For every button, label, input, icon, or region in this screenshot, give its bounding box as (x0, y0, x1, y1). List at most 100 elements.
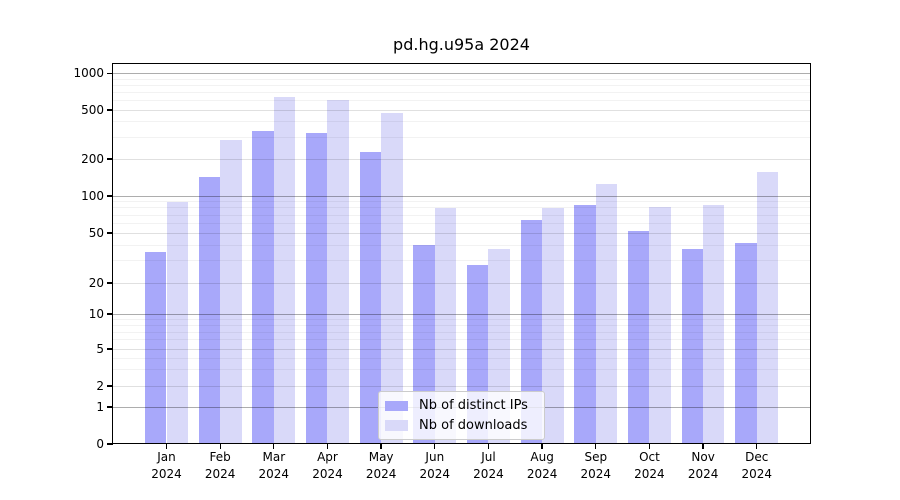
bar-sep-distinct-ips (574, 204, 596, 444)
gridline-minor-labeled (113, 348, 810, 350)
x-tick-label: Dec 2024 (741, 450, 773, 481)
x-tick-mark (702, 444, 704, 449)
bar-oct-downloads (649, 207, 671, 444)
gridline-minor (113, 91, 810, 93)
gridline-minor (113, 369, 810, 371)
gridline-minor (113, 214, 810, 216)
x-tick-mark (273, 444, 275, 449)
x-tick-label: Apr 2024 (312, 450, 343, 481)
gridline-major (113, 195, 810, 197)
bar-aug-distinct-ips (520, 219, 543, 444)
y-tick-label: 2 (96, 378, 104, 393)
y-tick-label: 200 (81, 151, 104, 166)
gridline-minor-labeled (113, 282, 810, 284)
gridline-minor-labeled (113, 232, 810, 234)
x-tick-mark (756, 444, 758, 449)
x-tick-label: Nov 2024 (687, 450, 719, 481)
gridline-minor (113, 207, 810, 209)
y-tick-label: 0 (96, 436, 104, 451)
gridline-minor-labeled (113, 109, 810, 111)
bar-may-distinct-ips (359, 151, 382, 444)
bar-oct-distinct-ips (628, 230, 650, 444)
y-tick-label: 1 (96, 399, 104, 414)
bar-nov-distinct-ips (681, 249, 704, 444)
y-tick-label: 10 (88, 306, 104, 321)
legend-item-downloads: Nb of downloads (385, 416, 537, 436)
legend-label-distinct-ips: Nb of distinct IPs (419, 398, 528, 414)
x-tick-mark (595, 444, 597, 449)
gridline-minor (113, 318, 810, 320)
gridline-minor (113, 136, 810, 138)
x-tick-label: Feb 2024 (204, 450, 236, 481)
y-tick-mark (106, 406, 113, 408)
bar-feb-downloads (220, 140, 242, 444)
gridline-major (113, 73, 810, 74)
gridline-minor (113, 324, 810, 326)
gridline-minor (113, 244, 810, 246)
bar-sep-downloads (595, 184, 618, 444)
legend-swatch-downloads (385, 420, 408, 431)
y-tick-mark (106, 443, 113, 445)
legend: Nb of distinct IPs Nb of downloads (378, 391, 545, 440)
y-tick-mark (106, 385, 113, 387)
x-tick-mark (434, 444, 436, 449)
y-tick-label: 500 (81, 102, 104, 117)
y-tick-label: 100 (81, 188, 104, 203)
x-tick-label: Aug 2024 (526, 450, 558, 481)
y-tick-mark (106, 72, 113, 75)
bar-nov-downloads (703, 204, 725, 444)
gridline-major (113, 313, 810, 315)
gridline-minor (113, 222, 810, 224)
bar-apr-downloads (327, 100, 349, 444)
bar-aug-downloads (542, 207, 564, 444)
gridline-minor (113, 331, 810, 333)
gridline-minor (113, 357, 810, 359)
bar-jan-downloads (166, 201, 188, 444)
bar-mar-distinct-ips (252, 130, 274, 444)
y-tick-mark (106, 109, 113, 111)
x-tick-label: Jun 2024 (419, 450, 451, 481)
y-tick-mark (106, 282, 113, 284)
x-tick-label: Jul 2024 (473, 450, 504, 481)
gridline-minor (113, 201, 810, 203)
x-tick-label: Jan 2024 (151, 450, 182, 481)
x-tick-mark (219, 444, 221, 449)
gridline-minor (113, 339, 810, 341)
y-tick-label: 20 (88, 275, 104, 290)
gridline-minor (113, 99, 810, 101)
bar-feb-distinct-ips (198, 177, 221, 444)
x-tick-mark (165, 444, 168, 449)
chart-title: pd.hg.u95a 2024 (393, 35, 530, 54)
y-tick-label: 1000 (73, 66, 104, 80)
x-tick-label: Mar 2024 (258, 450, 290, 481)
bar-mar-downloads (273, 96, 296, 444)
x-tick-mark (487, 444, 490, 449)
gridline-minor-labeled (113, 158, 810, 160)
x-tick-mark (326, 444, 329, 449)
gridline-minor (113, 260, 810, 262)
gridline-minor-labeled (113, 385, 810, 387)
bar-dec-distinct-ips (735, 242, 757, 444)
legend-swatch-distinct-ips (385, 400, 408, 411)
bar-apr-distinct-ips (306, 133, 328, 444)
y-tick-mark (106, 195, 113, 197)
x-tick-label: May 2024 (365, 450, 397, 481)
x-tick-mark (541, 444, 543, 449)
y-tick-mark (106, 313, 113, 315)
gridline-minor (113, 78, 810, 80)
bar-may-downloads (381, 112, 403, 444)
y-tick-mark (106, 158, 113, 160)
y-tick-label: 50 (88, 225, 104, 240)
x-tick-mark (648, 444, 651, 449)
y-tick-mark (106, 232, 113, 234)
bar-jun-downloads (434, 207, 457, 444)
gridline-minor (113, 121, 810, 123)
y-tick-mark (106, 348, 113, 350)
bar-jan-distinct-ips (145, 252, 167, 444)
x-tick-mark (380, 444, 382, 449)
legend-label-downloads: Nb of downloads (419, 417, 528, 433)
y-tick-label: 5 (96, 341, 104, 356)
legend-item-distinct-ips: Nb of distinct IPs (385, 396, 537, 416)
bar-dec-downloads (756, 171, 779, 444)
